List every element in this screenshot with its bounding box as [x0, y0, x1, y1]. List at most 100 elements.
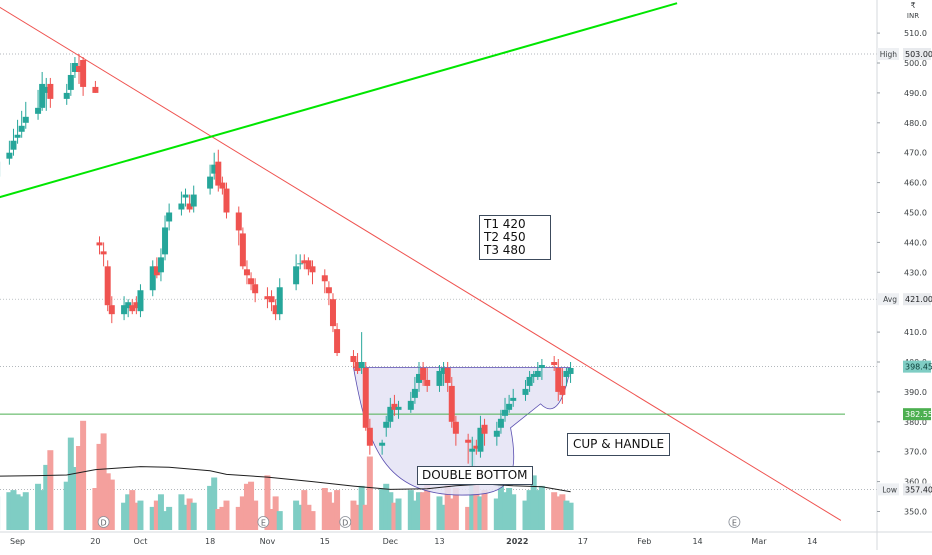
targets-annotation[interactable]: T1 420 T2 450 T3 480 — [479, 215, 551, 260]
candle-body — [236, 213, 242, 231]
price-tag-name: Low — [882, 485, 897, 494]
x-tick-label: 14 — [692, 537, 702, 546]
y-tick-label: 370.0 — [904, 448, 927, 457]
candle-body — [445, 368, 451, 383]
candle-body — [207, 177, 213, 189]
price-tag-value: 382.55 — [905, 410, 932, 419]
volume-bar — [109, 480, 115, 530]
volume-bar — [539, 486, 545, 530]
x-tick-label: 15 — [320, 537, 330, 546]
candle-body — [178, 204, 184, 210]
candle-body — [363, 368, 369, 428]
candle-body — [330, 299, 336, 326]
candle-body — [101, 251, 107, 254]
event-marker-label: D — [342, 519, 348, 528]
candle-body — [252, 284, 258, 293]
candle-body — [35, 108, 41, 114]
candle-body — [240, 233, 246, 266]
candle-body — [162, 227, 168, 254]
y-tick-label: 470.0 — [904, 149, 927, 158]
candle-body — [420, 368, 426, 380]
x-tick-label: Nov — [260, 537, 276, 546]
candle-body — [183, 195, 189, 198]
y-tick-label: 410.0 — [904, 328, 927, 337]
y-tick-label: 480.0 — [904, 119, 927, 128]
double-bottom-label[interactable]: DOUBLE BOTTOM — [417, 466, 533, 485]
cup-and-handle-label[interactable]: CUP & HANDLE — [567, 433, 670, 456]
candle-body — [527, 377, 533, 386]
candle-body — [510, 398, 516, 401]
event-marker-label: D — [101, 519, 107, 528]
x-tick-label: 2022 — [506, 537, 528, 546]
y-tick-label: 390.0 — [904, 388, 927, 397]
volume-bar — [367, 457, 373, 531]
candle-body — [223, 189, 229, 213]
candle-body — [137, 290, 143, 311]
candle-body — [97, 242, 103, 245]
x-tick-label: Sep — [10, 537, 25, 546]
candle-body — [269, 296, 275, 302]
candle-body — [326, 287, 332, 293]
event-marker-label: E — [732, 519, 737, 528]
target-3-label: T3 480 — [484, 244, 550, 257]
y-tick-label: 510.0 — [904, 29, 927, 38]
candle-body — [502, 410, 508, 416]
volume-bar — [47, 450, 53, 530]
price-tag-name: Avg — [883, 295, 897, 304]
candle-body — [465, 440, 471, 443]
candle-body — [105, 266, 111, 305]
candle-body — [412, 389, 418, 398]
candle-body — [539, 365, 545, 368]
x-tick-label: Dec — [383, 537, 398, 546]
candle-body — [506, 404, 512, 410]
currency-symbol: ₹ — [910, 1, 915, 10]
y-tick-label: 460.0 — [904, 179, 927, 188]
candle-body — [383, 422, 389, 428]
candle-body — [568, 368, 574, 374]
candle-body — [166, 213, 172, 222]
candle-body — [379, 443, 385, 446]
candle-body — [219, 183, 225, 189]
candle-body — [277, 287, 283, 314]
volume-bar — [252, 501, 258, 530]
currency-unit-label: INR — [907, 12, 919, 20]
candle-body — [68, 75, 74, 90]
candle-body — [64, 93, 70, 99]
candle-body — [6, 153, 12, 159]
x-tick-label: Oct — [134, 537, 148, 546]
candle-body — [559, 386, 565, 395]
candle-body — [523, 389, 529, 395]
candle-body — [535, 371, 541, 377]
volume-bar — [80, 421, 86, 530]
candle-body — [215, 162, 221, 186]
candle-body — [359, 362, 365, 368]
volume-bar — [334, 490, 340, 530]
candle-body — [334, 329, 340, 353]
price-tag-name: High — [880, 50, 897, 59]
candle-body — [23, 117, 29, 123]
price-tag-value: 503.00 — [905, 50, 932, 59]
candle-body — [310, 266, 316, 272]
candle-body — [469, 449, 475, 452]
volume-bar — [568, 503, 574, 530]
candle-body — [297, 263, 303, 264]
candle-body — [551, 362, 557, 365]
volume-bar — [137, 501, 143, 530]
y-tick-label: 350.0 — [904, 508, 927, 517]
y-tick-label: 500.0 — [904, 59, 927, 68]
candle-body — [494, 431, 500, 437]
y-tick-label: 440.0 — [904, 238, 927, 247]
volume-bar — [23, 492, 29, 530]
x-tick-label: 20 — [90, 537, 100, 546]
candle-body — [92, 87, 98, 93]
candle-body — [367, 428, 373, 446]
x-tick-label: 13 — [434, 537, 444, 546]
candle-body — [424, 380, 430, 386]
y-tick-label: 450.0 — [904, 209, 927, 218]
x-tick-label: Feb — [637, 537, 651, 546]
candle-body — [449, 386, 455, 422]
candle-body — [293, 266, 299, 284]
x-tick-label: 17 — [578, 537, 588, 546]
volume-bar — [223, 501, 229, 530]
candle-body — [19, 126, 25, 132]
